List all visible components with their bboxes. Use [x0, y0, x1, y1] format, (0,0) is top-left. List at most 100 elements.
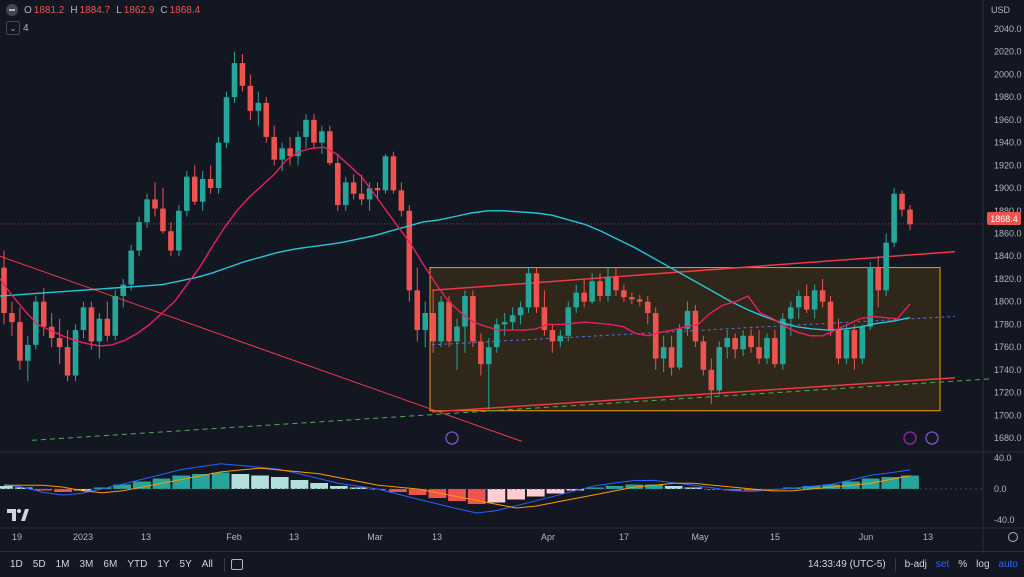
- range-5y[interactable]: 5Y: [179, 559, 192, 570]
- event-lightning-icon: [903, 431, 917, 445]
- candle-body: [56, 338, 63, 348]
- candle-body: [446, 301, 452, 342]
- candle-body: [335, 163, 341, 206]
- range-6m[interactable]: 6M: [103, 559, 118, 570]
- circle-coin-icon[interactable]: [6, 4, 18, 16]
- candle-body: [48, 326, 55, 339]
- candle-body: [72, 330, 79, 376]
- macd-hist-bar: [526, 489, 545, 497]
- x-tick-label: 13: [141, 532, 151, 542]
- macd-hist-bar: [408, 489, 427, 495]
- candle-body: [525, 273, 532, 308]
- candle-body: [501, 322, 508, 325]
- macd-hist-bar: [349, 487, 368, 489]
- candle-body: [668, 347, 675, 368]
- candle-body: [231, 63, 238, 98]
- b-adj-toggle[interactable]: b-adj: [904, 559, 927, 570]
- candle-body: [732, 338, 738, 350]
- range-1m[interactable]: 1M: [55, 559, 70, 570]
- calendar-icon[interactable]: [230, 559, 243, 570]
- range-all[interactable]: All: [201, 559, 213, 570]
- candle-body: [692, 310, 699, 342]
- candle-body: [168, 231, 174, 251]
- close-key: C: [160, 4, 168, 16]
- range-1d[interactable]: 1D: [10, 559, 23, 570]
- y-tick-label: 2000.0: [994, 69, 1022, 79]
- x-tick-label: 2023: [73, 532, 93, 542]
- candle-body: [160, 208, 166, 232]
- candle-body: [716, 347, 723, 391]
- toolbar-divider-2: [894, 557, 896, 572]
- macd-hist-bar: [605, 486, 624, 489]
- candle-body: [104, 318, 111, 336]
- x-tick-label: 13: [923, 532, 933, 542]
- percent-toggle[interactable]: %: [958, 559, 968, 570]
- y-tick-label: 2020.0: [994, 47, 1022, 57]
- candle-body: [64, 347, 71, 376]
- candle-body: [128, 250, 134, 285]
- range-5d[interactable]: 5D: [32, 559, 46, 570]
- candle-body: [1, 267, 7, 314]
- macd-hist-bar: [34, 489, 53, 491]
- chart-canvas[interactable]: 2040.02020.02000.01980.01960.01940.01920…: [0, 0, 1024, 551]
- range-ytd[interactable]: YTD: [127, 559, 148, 570]
- x-tick-label: Apr: [541, 532, 555, 542]
- candle-body: [350, 182, 357, 194]
- candle-body: [430, 313, 436, 342]
- macd-hist-bar: [251, 475, 269, 489]
- x-tick-label: 19: [12, 532, 22, 542]
- x-tick-label: 13: [432, 532, 442, 542]
- y-tick-label: 1960.0: [994, 115, 1022, 125]
- candle-body: [9, 313, 15, 323]
- macd-hist-bar: [192, 474, 210, 489]
- y-tick-label: 1940.0: [994, 138, 1022, 148]
- auto-toggle[interactable]: auto: [998, 559, 1018, 570]
- ma-fast-line: [0, 146, 911, 347]
- toolbar-right: 14:33:49 (UTC-5) b-adj set % log auto: [808, 552, 1018, 577]
- open-value: 1881.2: [33, 4, 65, 16]
- range-1y[interactable]: 1Y: [157, 559, 170, 570]
- macd-hist-bar: [743, 489, 762, 491]
- candle-body: [438, 301, 444, 342]
- macd-line: [3, 463, 911, 514]
- candle-body: [414, 290, 421, 331]
- candle-body: [319, 131, 325, 143]
- macd-hist-bar: [704, 489, 722, 490]
- candle-body: [136, 222, 142, 251]
- currency-label[interactable]: USD: [990, 5, 1010, 15]
- macd-hist-bar: [684, 487, 703, 489]
- candle-body: [589, 281, 595, 302]
- toolbar-divider: [223, 557, 225, 572]
- candle-body: [795, 295, 802, 308]
- macd-hist-bar: [487, 489, 506, 503]
- candle-body: [144, 199, 150, 223]
- clock-time[interactable]: 14:33:49 (UTC-5): [807, 559, 886, 570]
- macd-hist-bar: [73, 489, 92, 491]
- range-3m[interactable]: 3M: [79, 559, 94, 570]
- tradingview-logo-icon[interactable]: [7, 509, 29, 521]
- set-toggle[interactable]: set: [935, 559, 950, 570]
- candle-body: [891, 193, 897, 243]
- candle-body: [780, 318, 786, 365]
- candle-body: [199, 178, 206, 202]
- macd-hist-bar: [389, 489, 407, 492]
- ohlc-legend: O 1881.2 H 1884.7 L 1862.9 C 1868.4: [6, 4, 204, 16]
- candle-body: [541, 307, 548, 331]
- chevron-down-icon[interactable]: ⌄: [6, 21, 20, 35]
- macd-hist-bar: [133, 481, 151, 489]
- candle-body: [843, 330, 850, 359]
- candle-body: [748, 335, 754, 348]
- candle-body: [740, 335, 746, 350]
- log-toggle[interactable]: log: [976, 559, 990, 570]
- indicators-toggle[interactable]: ⌄ 4: [6, 21, 29, 35]
- gear-icon[interactable]: [1008, 532, 1018, 542]
- y-tick-label: 1880.0: [994, 206, 1022, 216]
- y-tick-label: 2040.0: [994, 24, 1022, 34]
- y-tick-label: 1840.0: [994, 251, 1022, 261]
- candle-body: [811, 290, 818, 310]
- y-tick-label: 1860.0: [994, 229, 1022, 239]
- candle-body: [573, 292, 579, 308]
- candle-body: [112, 295, 119, 336]
- candle-body: [327, 131, 333, 164]
- candle-body: [311, 119, 317, 143]
